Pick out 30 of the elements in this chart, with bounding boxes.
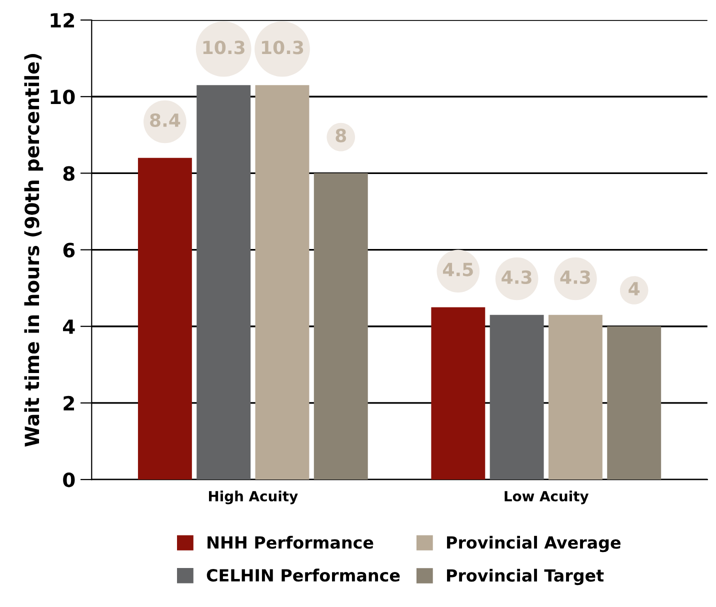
bar (314, 173, 368, 480)
y-axis-title: Wait time in hours (90th percentile) (24, 54, 44, 447)
data-label: 4.5 (442, 262, 473, 276)
legend-label: CELHIN Performance (206, 568, 400, 582)
data-label: 4 (628, 282, 640, 296)
bar (490, 314, 544, 480)
bar (431, 307, 486, 480)
data-label: 4.3 (502, 270, 532, 284)
y-tick-label: 4 (63, 320, 75, 334)
bar (548, 314, 602, 480)
y-tick-label: 10 (50, 90, 75, 104)
legend-label: Provincial Average (447, 536, 621, 552)
x-tick-label: High Acuity (209, 490, 298, 504)
y-tick-label: 8 (63, 166, 74, 181)
y-tick-label: 12 (50, 12, 74, 28)
data-label: 10.3 (203, 40, 244, 54)
data-label: 8 (336, 128, 346, 142)
legend-label: NHH Performance (208, 536, 374, 549)
data-label: 8.4 (150, 113, 180, 128)
x-tick-label: Low Acuity (504, 490, 589, 504)
data-label: 4.3 (560, 270, 590, 284)
bar (255, 85, 310, 480)
bar (138, 158, 192, 480)
y-tick-label: 2 (64, 396, 74, 410)
legend-label: Provincial Target (447, 568, 604, 586)
data-label: 10.3 (262, 40, 304, 54)
y-tick-label: 6 (63, 242, 75, 258)
bar (196, 85, 251, 480)
bar (607, 326, 662, 480)
y-tick-label: 0 (63, 472, 75, 488)
